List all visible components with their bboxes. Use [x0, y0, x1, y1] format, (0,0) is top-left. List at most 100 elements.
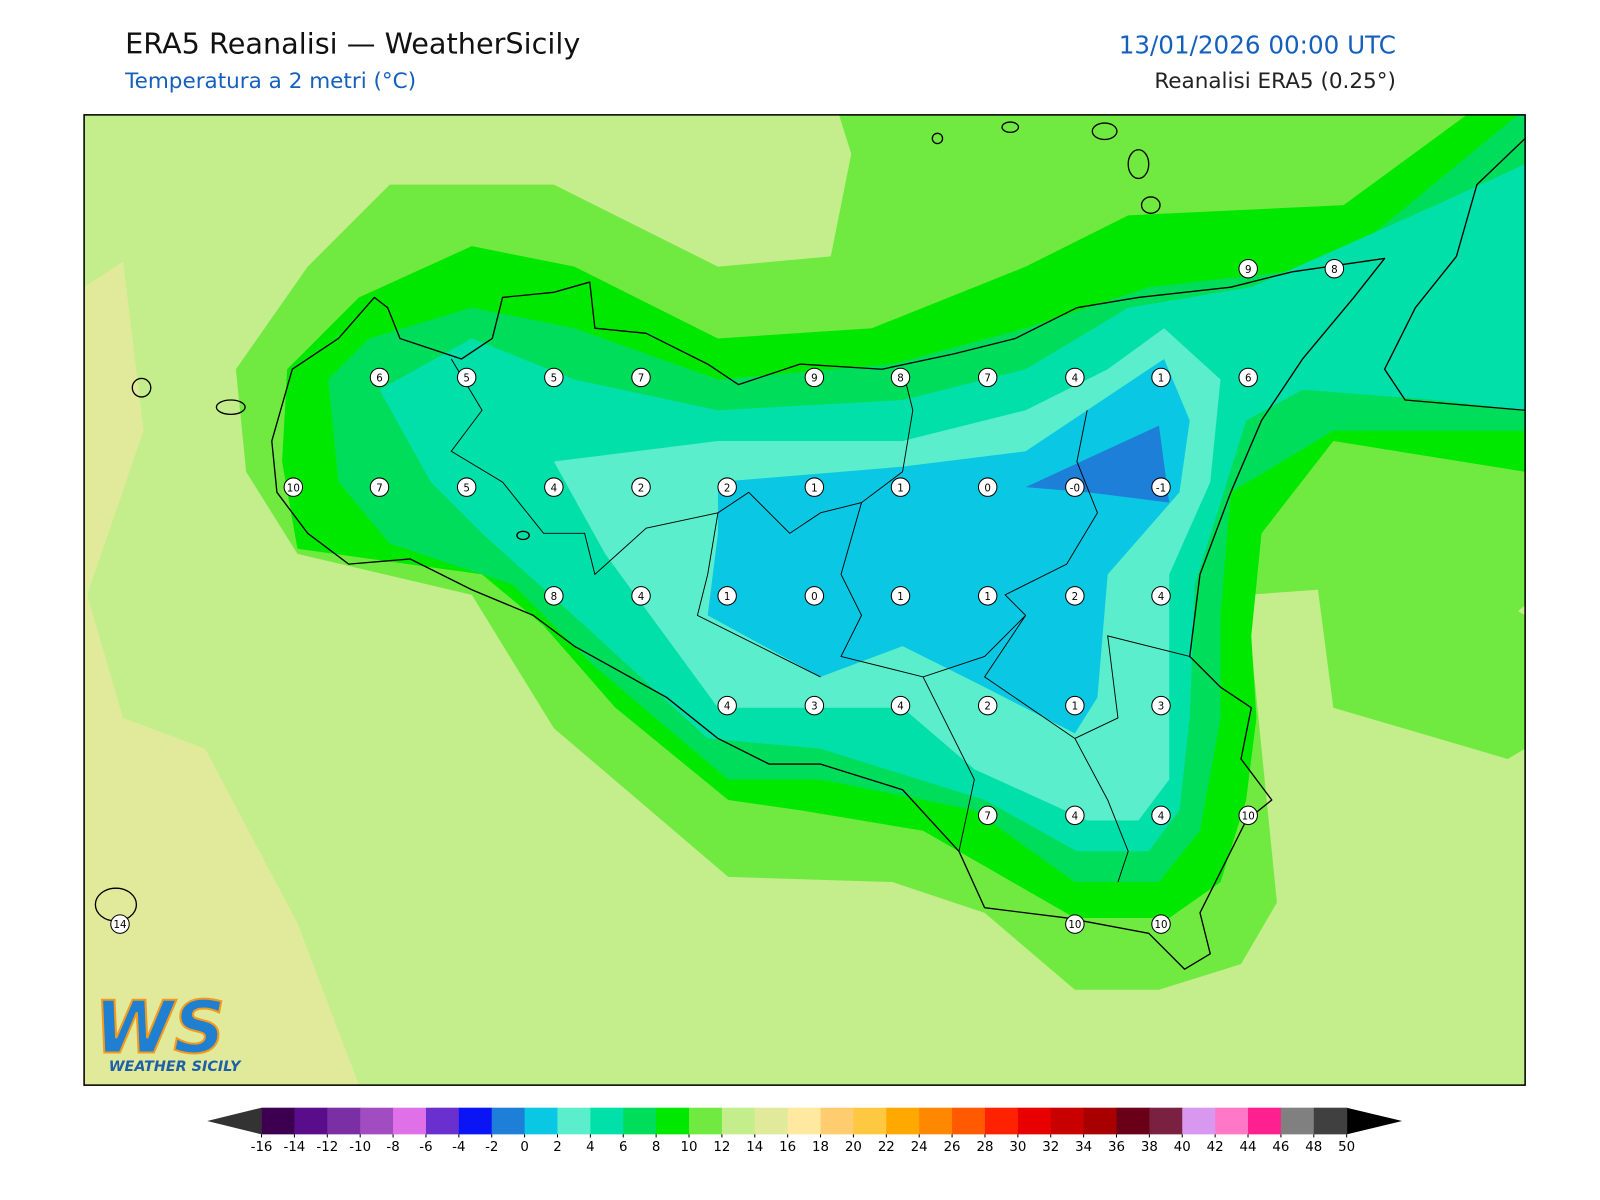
colorbar-bin: [656, 1107, 690, 1135]
station-value: 4: [551, 482, 558, 494]
temperature-field: [84, 114, 1526, 1086]
station-value: 2: [1072, 591, 1079, 603]
station-marker: [890, 367, 911, 388]
field-band: [707, 358, 1190, 734]
colorbar-tick-label: 20: [845, 1140, 862, 1155]
station-marker: [717, 586, 737, 606]
station-marker: [1238, 805, 1258, 826]
station-value: 7: [376, 482, 383, 494]
colorbar-tick-label: 22: [878, 1140, 895, 1155]
colorbar-bin: [1182, 1107, 1216, 1135]
station-marker: [977, 367, 998, 388]
colorbar-tick-label: -4: [452, 1140, 465, 1155]
station-value: 9: [811, 373, 818, 385]
colorbar-tick-label: 26: [944, 1140, 961, 1155]
logo: WS WEATHER SICILY: [93, 984, 242, 1075]
station-value: 1: [811, 482, 818, 494]
colorbar-tick-label: 16: [779, 1140, 796, 1155]
station-marker: [804, 695, 825, 716]
station-value: 4: [724, 701, 731, 713]
colorbar-bin: [1083, 1107, 1118, 1135]
colorbar-tick-label: 10: [681, 1140, 698, 1155]
station-value: 8: [1331, 264, 1338, 276]
source: Reanalisi ERA5 (0.25°): [1154, 69, 1396, 94]
station-marker: [1065, 477, 1085, 497]
station-value: 1: [984, 591, 991, 603]
station-value: 9: [1245, 264, 1252, 276]
colorbar-tick-label: 36: [1108, 1140, 1125, 1155]
colorbar-bin: [721, 1107, 756, 1135]
station-marker: [110, 914, 130, 934]
station-value: 1: [724, 591, 731, 603]
colorbar-bin: [1116, 1107, 1150, 1135]
station-marker: [1151, 477, 1171, 497]
colorbar-tick-label: 32: [1042, 1140, 1059, 1155]
station-marker: [1065, 367, 1085, 388]
station-marker: [977, 586, 998, 606]
station-marker: [1151, 695, 1171, 716]
station-value: 7: [638, 373, 645, 385]
colorbar-bin: [294, 1107, 328, 1135]
station-value: 8: [551, 591, 558, 603]
station-value: 10: [1242, 810, 1255, 822]
islands: [94, 121, 1161, 922]
station-value: 2: [984, 701, 991, 713]
station-marker: [369, 367, 390, 388]
colorbar-over: [1346, 1107, 1403, 1135]
station-marker: [1238, 258, 1258, 279]
colorbar-bin: [425, 1107, 460, 1135]
colorbar-tick-label: 14: [746, 1140, 763, 1155]
colorbar-tick-label: 34: [1075, 1140, 1092, 1155]
colorbar-tick-label: -2: [485, 1140, 498, 1155]
colorbar-tick-label: 42: [1207, 1140, 1224, 1155]
station-marker: [717, 695, 737, 716]
station-marker: [456, 367, 477, 388]
station-marker: [544, 477, 564, 497]
station-marker: [631, 586, 651, 606]
station-value: 4: [1072, 373, 1079, 385]
station-marker: [544, 367, 564, 388]
colorbar-tick-label: 30: [1009, 1140, 1026, 1155]
logo-mark: WS: [94, 985, 225, 1069]
colorbar-tick-label: 44: [1240, 1140, 1257, 1155]
date: 13/01/2026 00:00 UTC: [1119, 30, 1396, 59]
field-band: [84, 261, 359, 1086]
colorbar-bin: [1149, 1107, 1183, 1135]
station-value: 0: [811, 591, 818, 603]
station-marker: [1065, 805, 1085, 826]
colorbar-tick-label: 12: [713, 1140, 730, 1155]
colorbar-bin: [1017, 1107, 1052, 1135]
station-value: 2: [724, 482, 731, 494]
field-band: [1333, 605, 1526, 759]
station-marker: [977, 695, 998, 716]
station-value: 10: [1068, 919, 1081, 931]
colorbar-bin: [820, 1107, 854, 1135]
station-marker: [1151, 367, 1171, 388]
colorbar-bin: [919, 1107, 953, 1135]
station-value: 1: [897, 591, 904, 603]
station-marker: [1238, 367, 1258, 388]
colorbar-bin: [1280, 1107, 1315, 1135]
station-value: -0: [1070, 482, 1080, 494]
colorbar-tick-label: -12: [316, 1140, 338, 1155]
station-marker: [631, 367, 651, 388]
station-marker: [1151, 805, 1171, 826]
colorbar: -16 -14 -12 -10 -8 -6 -4 -2 0 2 4 6 8 10 12 14 16 18 20 22 2…: [207, 1107, 1403, 1155]
station-value: 1: [897, 482, 904, 494]
station-marker: [804, 477, 825, 497]
station-value: 6: [1245, 373, 1252, 385]
station-marker: [804, 586, 825, 606]
logo-text: WEATHER SICILY: [109, 1059, 242, 1075]
colorbar-tick-label: -8: [386, 1140, 399, 1155]
station-value: 6: [376, 373, 383, 385]
colorbar-bin: [590, 1107, 624, 1135]
station-value: 7: [984, 810, 991, 822]
colorbar-tick-label: 50: [1338, 1140, 1355, 1155]
colorbar-tick-label: 28: [976, 1140, 993, 1155]
station-value: 4: [1158, 810, 1165, 822]
station-value: 5: [463, 482, 470, 494]
map-frame: [83, 114, 1526, 1086]
colorbar-bin: [754, 1107, 789, 1135]
colorbar-tick-label: 40: [1174, 1140, 1191, 1155]
station-value: 10: [287, 482, 300, 494]
